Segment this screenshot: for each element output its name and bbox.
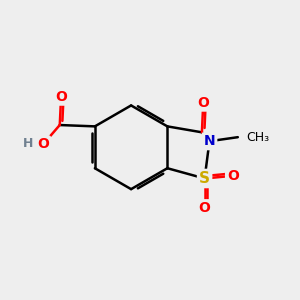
Text: O: O	[37, 137, 49, 152]
Text: CH₃: CH₃	[246, 131, 269, 144]
Text: O: O	[199, 201, 211, 215]
Text: O: O	[55, 90, 67, 104]
Text: O: O	[227, 169, 239, 183]
Text: N: N	[204, 134, 215, 148]
Text: O: O	[197, 96, 209, 110]
Text: H: H	[23, 136, 33, 150]
Text: S: S	[199, 171, 210, 186]
